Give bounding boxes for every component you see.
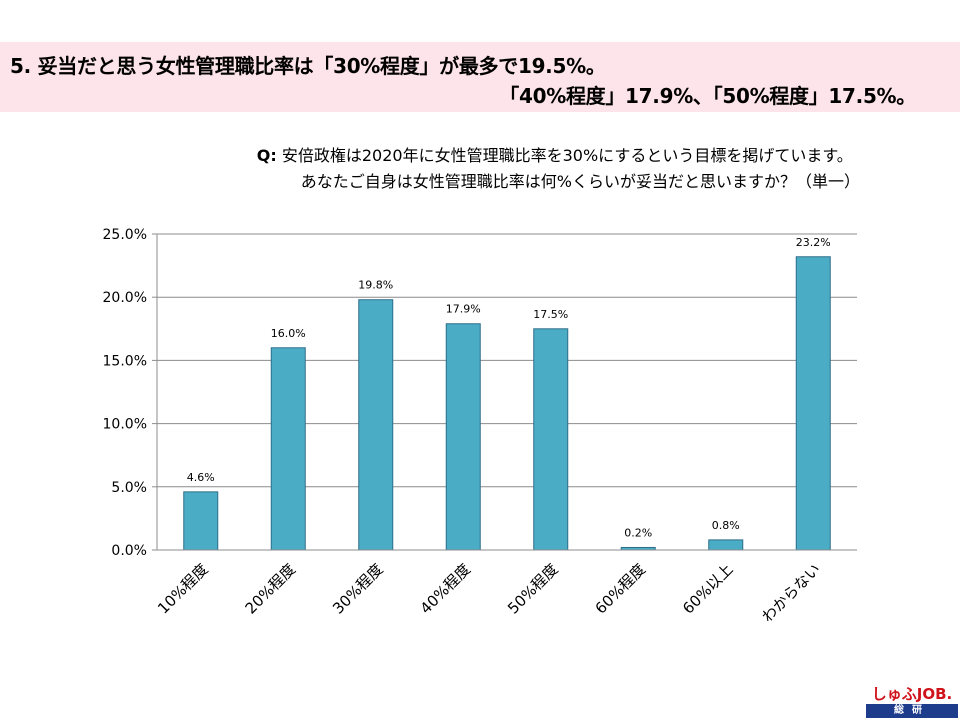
- bar: [183, 491, 219, 551]
- bar-value-label: 19.8%: [358, 279, 393, 292]
- bar: [445, 323, 481, 551]
- x-category-label: 60%程度: [592, 560, 650, 618]
- x-category-label: 40%程度: [417, 560, 475, 618]
- bar-value-label: 0.8%: [712, 519, 740, 532]
- y-tick-label: 10.0%: [103, 417, 147, 433]
- bar: [270, 347, 306, 551]
- bar: [533, 328, 569, 551]
- bar: [708, 539, 744, 551]
- question-line-2: あなたご自身は女性管理職比率は何%くらいが妥当だと思いますか？（単一）: [300, 172, 860, 191]
- y-tick-label: 5.0%: [111, 480, 147, 496]
- x-category-label: 20%程度: [242, 560, 300, 618]
- axes: [156, 234, 857, 551]
- x-category-label: 30%程度: [329, 560, 387, 618]
- bar: [795, 256, 831, 551]
- x-category-label: 60%以上: [679, 560, 737, 618]
- bar-value-label: 4.6%: [187, 471, 215, 484]
- question-prefix: Q:: [256, 146, 277, 165]
- bar-value-label: 0.2%: [624, 526, 652, 539]
- survey-question: Q: 安倍政権は2020年に女性管理職比率を30%にするという目標を掲げています…: [257, 143, 860, 195]
- value-labels: 4.6% 16.0% 19.8% 17.9% 17.5% 0.2% 0.8% 23.2%: [187, 236, 831, 540]
- y-tick-label: 25.0%: [103, 227, 147, 243]
- question-line-1: 安倍政権は2020年に女性管理職比率を30%にするという目標を掲げています。: [281, 146, 853, 165]
- brand-logo: しゅふJOB. 総研: [866, 684, 958, 718]
- headline-line-1: 5. 妥当だと思う女性管理職比率は「30%程度」が最多で19.5%。: [10, 54, 606, 78]
- x-category-label: 50%程度: [504, 560, 562, 618]
- x-category-label: 10%程度: [154, 560, 212, 618]
- gridlines: [157, 233, 857, 488]
- logo-subtitle: 総研: [866, 704, 958, 718]
- x-category-label: わからない: [758, 560, 824, 626]
- y-tick-label: 15.0%: [103, 353, 147, 369]
- header-band: [0, 42, 960, 112]
- y-axis-ticks: 0.0% 5.0% 10.0% 15.0% 20.0% 25.0%: [103, 227, 157, 559]
- headline-line-2: 「40%程度」17.9%、「50%程度」17.5%。: [499, 84, 916, 108]
- bar-value-label: 23.2%: [796, 236, 831, 249]
- y-tick-label: 0.0%: [111, 543, 147, 559]
- logo-wordmark: しゅふJOB.: [871, 685, 953, 703]
- bars: [183, 256, 831, 551]
- y-tick-label: 20.0%: [103, 290, 147, 306]
- bar: [358, 299, 394, 551]
- bar-value-label: 17.5%: [533, 308, 568, 321]
- bar-value-label: 17.9%: [446, 303, 481, 316]
- bar-value-label: 16.0%: [271, 327, 306, 340]
- x-axis-labels: 10%程度 20%程度 30%程度 40%程度 50%程度 60%程度 60%以上 わからない: [154, 560, 824, 626]
